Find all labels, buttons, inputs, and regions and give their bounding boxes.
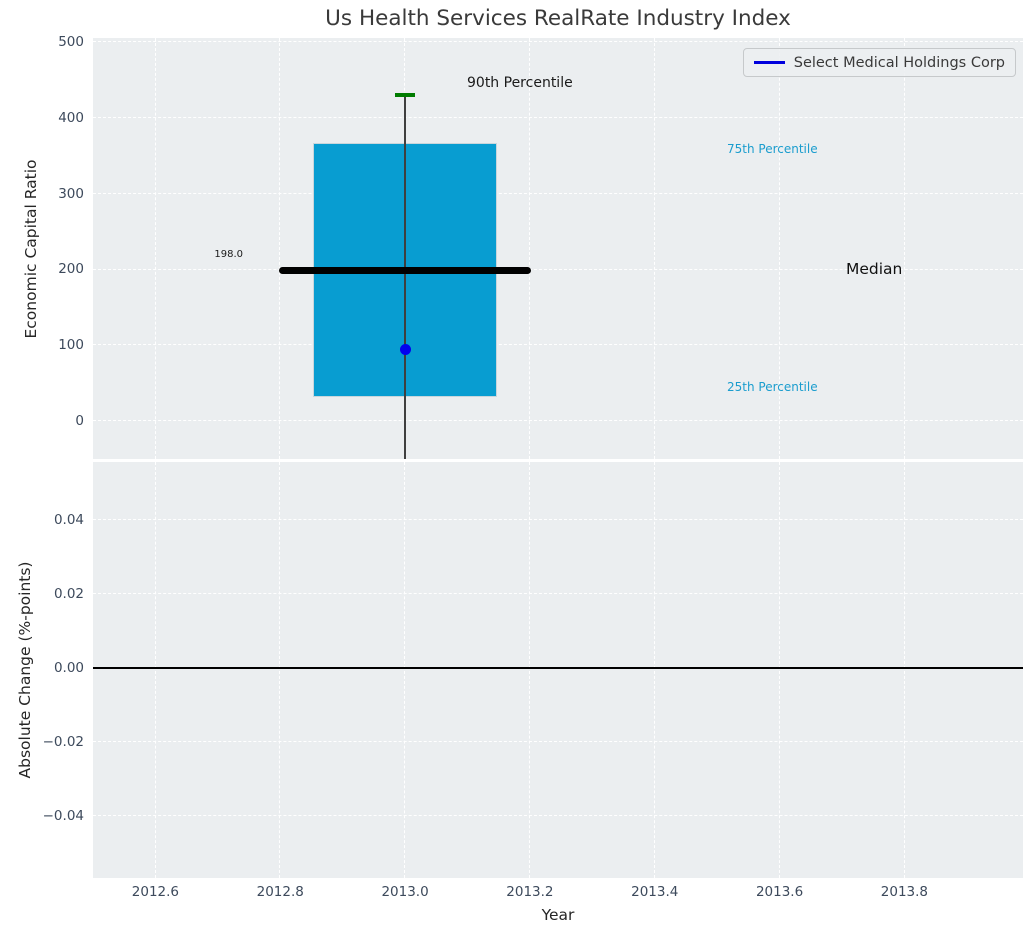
legend-label: Select Medical Holdings Corp [793, 54, 1005, 71]
chart-title: Us Health Services RealRate Industry Ind… [325, 6, 791, 31]
x-tick-label: 2012.8 [256, 884, 304, 900]
gridline-vertical [778, 462, 780, 878]
gridline-horizontal [93, 268, 1023, 270]
gridline-horizontal [93, 192, 1023, 194]
y-tick-label: 0 [75, 413, 84, 430]
gridline-vertical [154, 38, 156, 459]
gridline-vertical [653, 462, 655, 878]
median-line [279, 267, 532, 275]
y-tick-label: 0.02 [53, 586, 84, 603]
y-tick-label: 100 [58, 337, 84, 354]
gridline-vertical [653, 38, 655, 459]
y-tick-label: −0.04 [42, 808, 84, 825]
y-tick-label: 400 [58, 109, 84, 126]
gridline-horizontal [93, 41, 1023, 43]
p90-cap [395, 93, 416, 97]
y-tick-label: 300 [58, 185, 84, 202]
annotation-median-value: 198.0 [214, 249, 243, 260]
gridline-vertical [903, 462, 905, 878]
company-data-point [399, 343, 411, 355]
gridline-vertical [529, 462, 531, 878]
x-tick-label: 2013.8 [880, 884, 929, 900]
y-tick-label: 0.00 [53, 660, 84, 677]
x-tick-label: 2013.6 [755, 884, 804, 900]
y-tick-label: 200 [58, 261, 84, 278]
y-tick-label: 500 [58, 33, 84, 50]
x-axis-label: Year [541, 906, 575, 924]
gridline-vertical [279, 38, 281, 459]
gridline-vertical [404, 462, 406, 878]
annotation-25th-percentile: 25th Percentile [727, 380, 818, 394]
gridline-horizontal [93, 519, 1023, 521]
gridline-vertical [529, 38, 531, 459]
x-tick-label: 2013.4 [631, 884, 679, 900]
gridline-horizontal [93, 815, 1023, 817]
x-tick-label: 2013.2 [506, 884, 554, 900]
x-tick-label: 2012.6 [131, 884, 180, 900]
y-tick-label: 0.04 [53, 512, 84, 529]
gridline-vertical [279, 462, 281, 878]
gridline-vertical [154, 462, 156, 878]
gridline-horizontal [93, 116, 1023, 118]
legend-line-sample [753, 61, 785, 64]
zero-reference-line [93, 667, 1023, 670]
legend: Select Medical Holdings Corp [742, 48, 1016, 77]
annotation-90th-percentile: 90th Percentile [467, 75, 573, 91]
gridline-vertical [778, 38, 780, 459]
gridline-horizontal [93, 344, 1023, 346]
annotation-median: Median [846, 260, 903, 278]
whisker-line [404, 94, 406, 459]
bottom-subplot [93, 462, 1023, 878]
gridline-horizontal [93, 741, 1023, 743]
gridline-horizontal [93, 593, 1023, 595]
annotation-75th-percentile: 75th Percentile [727, 142, 818, 156]
gridline-horizontal [93, 420, 1023, 422]
top-subplot: 90th Percentile 75th Percentile 25th Per… [93, 38, 1023, 459]
y-tick-label: −0.02 [42, 734, 84, 751]
gridline-vertical [903, 38, 905, 459]
x-tick-label: 2013.0 [381, 884, 429, 900]
